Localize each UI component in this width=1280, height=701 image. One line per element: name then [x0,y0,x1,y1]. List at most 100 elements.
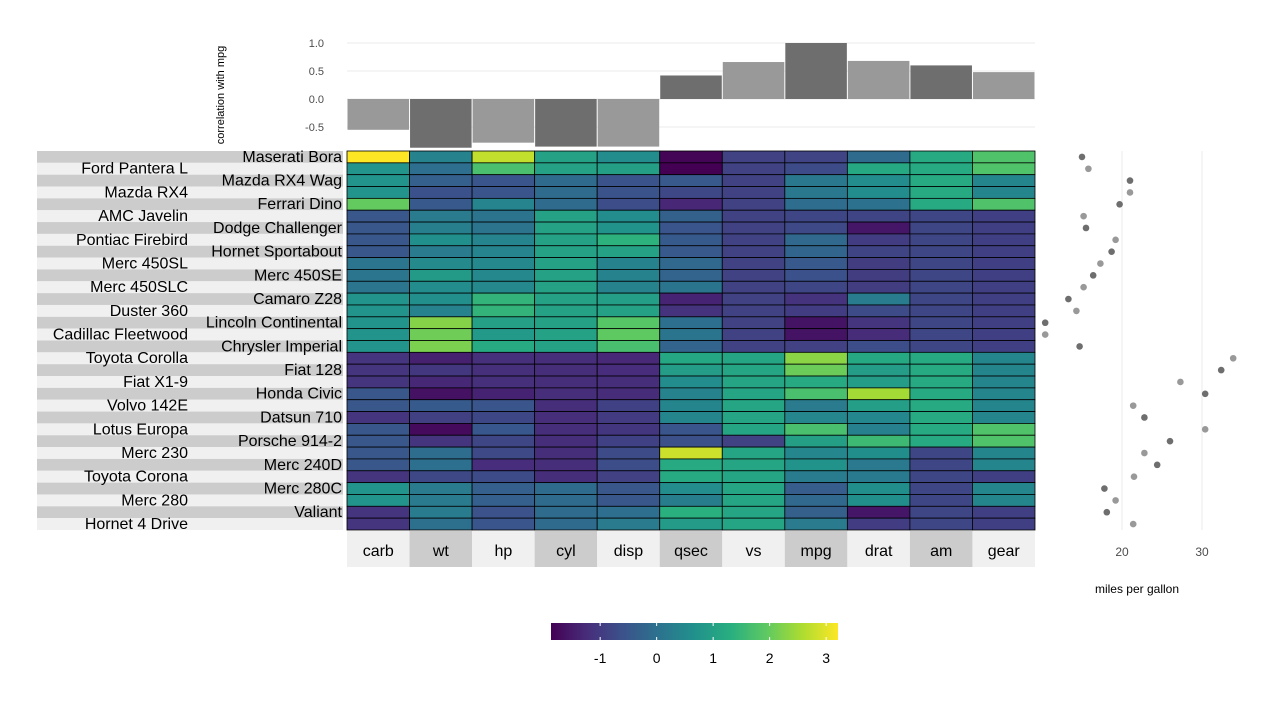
heatmap-cell [596,257,661,270]
heatmap-cell [846,186,911,199]
heatmap-cell [534,340,598,353]
heatmap-cell [596,328,661,341]
heatmap-cell [409,494,473,507]
heatmap-cell [471,363,536,377]
heatmap-cell [659,280,723,294]
heatmap-cell [471,221,536,235]
heatmap-cell [909,351,973,365]
heatmap-cell [346,470,410,484]
heatmap-cell [784,387,848,401]
row-label: Merc 280 [121,492,188,509]
heatmap-cell [596,209,661,223]
heatmap-cell [784,399,848,412]
correlation-bar [910,65,972,99]
heatmap-cell [909,280,973,294]
heatmap-cell [784,174,848,187]
row-label: Merc 240D [264,457,342,474]
row-stripe [37,376,343,388]
heatmap-cell [346,446,410,460]
heatmap-cell [346,482,410,495]
row-stripe [37,198,343,211]
mpg-point [1141,449,1148,457]
heatmap-cell [596,233,661,247]
heatmap-cell [659,257,723,270]
heatmap-cell [784,150,848,164]
column-label: carb [363,543,394,560]
row-label: Ford Pantera L [81,161,188,178]
row-stripe [37,186,343,199]
heatmap-cell [784,186,848,199]
legend-tick-label: -1 [594,650,607,666]
heatmap-cell [659,340,723,353]
heatmap-cell [471,458,536,472]
row-label: Camaro Z28 [253,291,342,308]
heatmap-cell [846,269,911,282]
heatmap-cell [534,328,598,341]
heatmap-cell [659,482,723,495]
heatmap-cell [659,494,723,507]
heatmap-cell [784,304,848,318]
heatmap-cell [909,399,973,412]
heatmap-cell [972,517,1036,531]
heatmap-cell [534,470,598,484]
row-label: Pontiac Firebird [76,232,188,249]
heatmap-cell [846,387,911,401]
heatmap-cell [846,458,911,472]
row-label: Merc 280C [264,480,342,497]
heatmap-cell [721,482,786,495]
heatmap-cell [346,245,410,258]
mpg-point [1103,508,1111,516]
heatmap-cell [346,505,410,519]
mpg-point [1112,497,1119,504]
heatmap-cell [471,411,536,424]
heatmap-cell [846,280,911,294]
heatmap-cell [972,316,1036,330]
correlation-bar [410,99,472,148]
heatmap-cell [721,245,786,258]
heatmap-cell [409,458,473,472]
heatmap-cell [409,351,473,365]
heatmap-cell [721,150,786,164]
row-label: Lotus Europa [93,421,188,438]
heatmap-cell [784,363,848,377]
heatmap-cell [846,209,911,223]
correlation-bar [597,99,660,147]
heatmap-cell [909,446,973,460]
mpg-point [1097,260,1104,267]
mpg-point [1101,485,1108,492]
heatmap-cell [346,162,410,176]
heatmap-cell [596,423,661,436]
heatmap-cell [471,399,536,412]
mpg-point [1041,331,1049,338]
row-stripe [37,304,343,317]
heatmap-cell [409,411,473,424]
row-label: Cadillac Fleetwood [53,327,188,344]
heatmap-cell [909,233,973,247]
heatmap-cell [534,316,598,330]
heatmap-cell [346,363,410,377]
row-label: Mazda RX4 Wag [222,173,342,190]
heatmap-cell [409,233,473,247]
row-stripe [37,222,343,234]
heatmap-cell [659,458,723,472]
heatmap-cell [784,197,848,211]
heatmap-cell [659,387,723,401]
row-stripe [37,423,343,436]
heatmap-cell [471,316,536,330]
heatmap-cell [534,387,598,401]
legend-tick-label: 2 [766,650,774,666]
heatmap-cell [972,304,1036,318]
heatmap-cell [596,197,661,211]
heatmap-cell [659,316,723,330]
heatmap-cell [721,340,786,353]
heatmap-cell [409,434,473,448]
heatmap-cell [534,221,598,235]
heatmap-cell [721,387,786,401]
heatmap-cell [784,209,848,223]
correlation-bar [347,99,410,130]
heatmap-cell [972,186,1036,199]
heatmap-cell [409,162,473,176]
heatmap-cell [409,186,473,199]
heatmap-cell [846,399,911,412]
